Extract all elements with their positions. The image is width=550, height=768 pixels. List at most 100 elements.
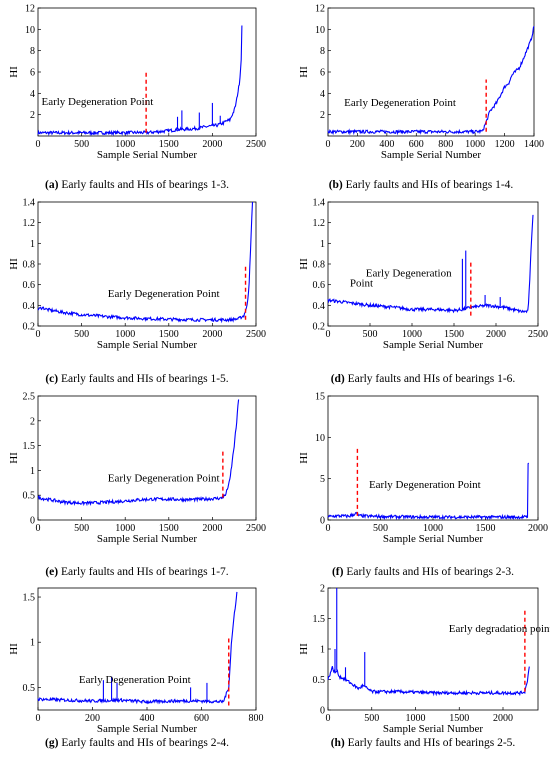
y-tick-label: 2	[30, 110, 35, 121]
x-tick-label: 2500	[246, 139, 266, 150]
x-tick-label: 500	[364, 713, 379, 724]
x-tick-label: 500	[74, 139, 89, 150]
y-tick-label: 0.4	[23, 301, 36, 312]
x-axis-label: Sample Serial Number	[97, 533, 198, 545]
panel-caption: (c) Early faults and HIs of bearings 1-5…	[45, 373, 228, 385]
caption-text: Early faults and HIs of bearings 1-6.	[345, 373, 516, 385]
y-tick-label: 1.4	[23, 198, 36, 209]
y-axis-label: HI	[8, 66, 20, 78]
y-tick-label: 5	[320, 474, 325, 485]
caption-label: (e)	[45, 566, 58, 578]
plot-frame	[37, 7, 257, 137]
panel-caption: (a) Early faults and HIs of bearings 1-3…	[45, 179, 229, 191]
caption-label: (g)	[45, 737, 59, 749]
y-tick-label: 15	[315, 392, 325, 403]
y-axis-label: HI	[298, 258, 310, 270]
y-tick-label: 0.6	[23, 280, 36, 291]
x-tick-label: 800	[249, 713, 264, 724]
x-tick-label: 500	[74, 329, 89, 340]
x-tick-label: 2500	[528, 329, 548, 340]
y-tick-label: 1	[30, 638, 35, 649]
x-tick-label: 500	[373, 523, 388, 534]
y-tick-label: 4	[30, 89, 35, 100]
y-tick-label: 0	[320, 706, 325, 717]
x-tick-label: 1000	[115, 329, 135, 340]
y-axis-label: HI	[8, 258, 20, 270]
annotation-label: Early Degeneration Point	[108, 288, 220, 300]
y-tick-label: 1.5	[313, 614, 326, 625]
plot-frame	[37, 395, 257, 521]
x-axis-label: Sample Serial Number	[97, 723, 198, 735]
annotation-label: Early Degeneration Point	[108, 472, 220, 484]
y-tick-label: 0.5	[23, 491, 36, 502]
x-tick-label: 0	[36, 523, 41, 534]
caption-label: (f)	[332, 566, 344, 578]
x-tick-label: 1000	[406, 713, 426, 724]
y-tick-label: 4	[320, 89, 325, 100]
plot-frame	[327, 395, 539, 521]
y-axis-label: HI	[298, 66, 310, 78]
caption-text: Early faults and HIs of bearings 1-7.	[58, 566, 229, 578]
x-tick-label: 200	[350, 139, 365, 150]
y-tick-label: 10	[315, 25, 325, 36]
x-tick-label: 0	[326, 329, 331, 340]
caption-text: Early faults and HIs of bearings 1-5.	[58, 373, 229, 385]
annotation-label: Early Degeneration Point	[369, 479, 481, 491]
hi-series-line	[327, 214, 534, 314]
y-axis-label: HI	[8, 643, 20, 655]
hi-series-line	[327, 462, 530, 521]
x-tick-label: 0	[36, 139, 41, 150]
annotation-label: Early degradation point	[449, 623, 550, 635]
x-axis-label: Sample Serial Number	[381, 149, 482, 161]
panel-caption: (g) Early faults and HIs of bearings 2-4…	[45, 737, 229, 749]
x-tick-label: 400	[379, 139, 394, 150]
x-tick-label: 1200	[495, 139, 515, 150]
chart-d: 0 500 1000 1500 2000 2500 0.2 0.4 0.6 0.8 1 1.2 1.4 S…	[298, 198, 548, 386]
plot-frame	[327, 7, 535, 137]
x-tick-label: 500	[74, 523, 89, 534]
y-tick-label: 1.2	[313, 218, 326, 229]
y-tick-label: 8	[30, 46, 35, 57]
x-tick-label: 1500	[159, 329, 179, 340]
chart-e: 0 500 1000 1500 2000 2500 0 0.5 1 1.5 2 2.5 Sample S…	[8, 392, 266, 579]
y-tick-label: 1.4	[313, 198, 326, 209]
y-tick-label: 6	[30, 68, 35, 79]
x-tick-label: 2000	[528, 523, 548, 534]
x-tick-label: 1000	[465, 139, 485, 150]
y-tick-label: 6	[320, 68, 325, 79]
y-tick-label: 1.5	[23, 441, 36, 452]
x-tick-label: 800	[438, 139, 453, 150]
x-tick-label: 2000	[202, 329, 222, 340]
chart-c: 0 500 1000 1500 2000 2500 0.2 0.4 0.6 0.8 1 1.2 1.4 S…	[8, 198, 266, 386]
panel-caption: (h) Early faults and HIs of bearings 2-5…	[331, 737, 516, 749]
panel-caption: (e) Early faults and HIs of bearings 1-7…	[45, 566, 228, 578]
x-axis-label: Sample Serial Number	[383, 339, 484, 351]
chart-b: 0 200 400 600 800 1000 1200 1400 2 4 6 8 10 12 Sample …	[298, 4, 544, 192]
chart-a: 0 500 1000 1500 2000 2500 2 4 6 8 10 12 Sample Seria…	[8, 4, 266, 192]
hi-series-line	[327, 25, 535, 136]
y-tick-label: 0.5	[23, 683, 36, 694]
x-tick-label: 200	[85, 713, 100, 724]
x-axis-label: Sample Serial Number	[97, 149, 198, 161]
caption-text: Early faults and HIs of bearings 1-3.	[58, 179, 229, 191]
plot-frame	[37, 587, 257, 711]
x-tick-label: 0	[36, 329, 41, 340]
x-tick-label: 1400	[524, 139, 544, 150]
caption-label: (h)	[331, 737, 345, 749]
chart-f: 0 500 1000 1500 2000 0 5 10 15 Sample Serial Numb…	[298, 392, 548, 579]
y-tick-label: 2	[320, 584, 325, 595]
y-tick-label: 0.8	[313, 260, 326, 271]
plot-frame	[37, 201, 257, 327]
x-tick-label: 2500	[246, 523, 266, 534]
x-tick-label: 1000	[115, 523, 135, 534]
annotation-label: Early Degeneration Point	[344, 97, 456, 109]
caption-text: Early faults and HIs of bearings 1-4.	[343, 179, 514, 191]
y-tick-label: 0	[320, 516, 325, 527]
hi-series-line	[37, 201, 254, 324]
x-tick-label: 600	[194, 713, 209, 724]
y-tick-label: 1	[320, 239, 325, 250]
y-tick-label: 12	[315, 4, 325, 15]
x-tick-label: 1000	[115, 139, 135, 150]
y-tick-label: 1	[30, 239, 35, 250]
x-tick-label: 0	[36, 713, 41, 724]
